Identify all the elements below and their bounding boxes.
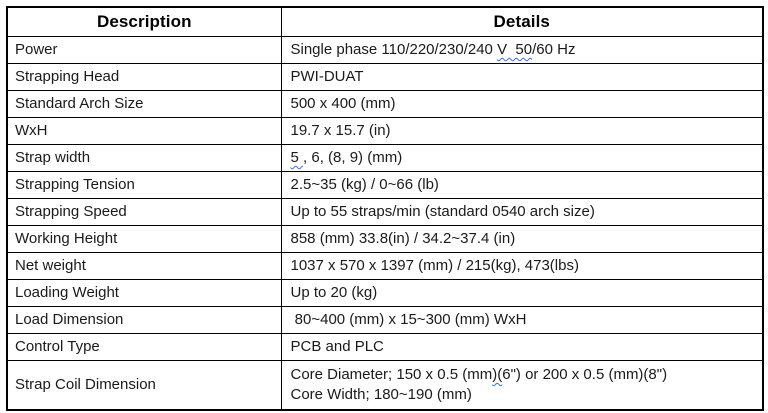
detail-text: Single phase 110/220/230/240 <box>290 41 498 58</box>
spec-description-cell: Control Type <box>6 333 282 361</box>
spec-details-cell: Up to 20 (kg) <box>280 279 764 307</box>
spec-details-cell: 500 x 400 (mm) <box>280 90 764 118</box>
detail-text: 80~400 (mm) x 15~300 (mm) WxH <box>290 311 527 328</box>
spec-description-cell: Power <box>6 36 282 64</box>
spec-description-cell: Standard Arch Size <box>6 90 282 118</box>
detail-text: Core Diameter; 150 x 0.5 (mm <box>290 366 493 383</box>
spec-details-cell: Core Diameter; 150 x 0.5 (mm)(6") or 200… <box>280 360 764 411</box>
spec-description-cell: Working Height <box>6 225 282 253</box>
detail-text: Up to 55 straps/min (standard 0540 arch … <box>290 203 595 220</box>
spec-details-cell: PWI-DUAT <box>280 63 764 91</box>
detail-text: 19.7 x 15.7 (in) <box>290 122 391 139</box>
spec-table: Description Details Power Single phase 11… <box>6 6 764 411</box>
spec-row: Net weight 1037 x 570 x 1397 (mm) / 215(k… <box>6 252 764 280</box>
spec-row: Strapping Head PWI-DUAT <box>6 63 764 91</box>
spec-details-cell: 80~400 (mm) x 15~300 (mm) WxH <box>280 306 764 334</box>
spec-row: Power Single phase 110/220/230/240 V 50/6… <box>6 36 764 64</box>
spec-description-cell: Net weight <box>6 252 282 280</box>
spec-description-cell: Strapping Tension <box>6 171 282 199</box>
page: Description Details Power Single phase 11… <box>0 6 768 413</box>
detail-text: , 6, (8, 9) (mm) <box>303 149 403 166</box>
spec-details-cell: 2.5~35 (kg) / 0~66 (lb) <box>280 171 764 199</box>
detail-text: 1037 x 570 x 1397 (mm) / 215(kg), 473(lb… <box>290 257 579 274</box>
detail-text: 500 x 400 (mm) <box>290 95 396 112</box>
spec-description-cell: Load Dimension <box>6 306 282 334</box>
detail-text: Core Width; 180~190 (mm) <box>290 386 472 403</box>
spec-description-cell: WxH <box>6 117 282 145</box>
detail-text: /60 Hz <box>532 41 576 58</box>
spec-details-cell: 1037 x 570 x 1397 (mm) / 215(kg), 473(lb… <box>280 252 764 280</box>
spec-row: Standard Arch Size 500 x 400 (mm) <box>6 90 764 118</box>
detail-text: Up to 20 (kg) <box>290 284 378 301</box>
spec-details-cell: 858 (mm) 33.8(in) / 34.2~37.4 (in) <box>280 225 764 253</box>
spec-details-cell: Up to 55 straps/min (standard 0540 arch … <box>280 198 764 226</box>
header-details: Details <box>280 6 764 37</box>
spellcheck-squiggle: 5 <box>290 149 304 166</box>
spec-row: Strapping Tension 2.5~35 (kg) / 0~66 (lb) <box>6 171 764 199</box>
spec-row: Strapping Speed Up to 55 straps/min (stan… <box>6 198 764 226</box>
spec-row: Strap Coil Dimension Core Diameter; 150 x… <box>6 360 764 411</box>
detail-text: PWI-DUAT <box>290 68 364 85</box>
spec-details-cell: PCB and PLC <box>280 333 764 361</box>
header-description: Description <box>6 6 282 37</box>
spec-description-cell: Strap Coil Dimension <box>6 360 282 411</box>
spec-details-cell: 19.7 x 15.7 (in) <box>280 117 764 145</box>
detail-text: 6") or 200 x 0.5 (mm)(8") <box>502 366 668 383</box>
spec-details-cell: Single phase 110/220/230/240 V 50/60 Hz <box>280 36 764 64</box>
spec-header-row: Description Details <box>6 6 764 37</box>
spec-row: Strap width 5 , 6, (8, 9) (mm) <box>6 144 764 172</box>
spec-row: Control Type PCB and PLC <box>6 333 764 361</box>
detail-text: PCB and PLC <box>290 338 384 355</box>
spec-description-cell: Strapping Speed <box>6 198 282 226</box>
spec-description-cell: Strap width <box>6 144 282 172</box>
spec-row: Working Height 858 (mm) 33.8(in) / 34.2~3… <box>6 225 764 253</box>
spec-row: WxH 19.7 x 15.7 (in) <box>6 117 764 145</box>
spec-description-cell: Loading Weight <box>6 279 282 307</box>
detail-text: 858 (mm) 33.8(in) / 34.2~37.4 (in) <box>290 230 516 247</box>
spec-details-cell: 5 , 6, (8, 9) (mm) <box>280 144 764 172</box>
spec-description-cell: Strapping Head <box>6 63 282 91</box>
spellcheck-squiggle: )( <box>492 366 503 383</box>
spec-row: Loading Weight Up to 20 (kg) <box>6 279 764 307</box>
spellcheck-squiggle: V 50 <box>497 41 533 58</box>
spec-row: Load Dimension 80~400 (mm) x 15~300 (mm)… <box>6 306 764 334</box>
detail-text: 2.5~35 (kg) / 0~66 (lb) <box>290 176 439 193</box>
